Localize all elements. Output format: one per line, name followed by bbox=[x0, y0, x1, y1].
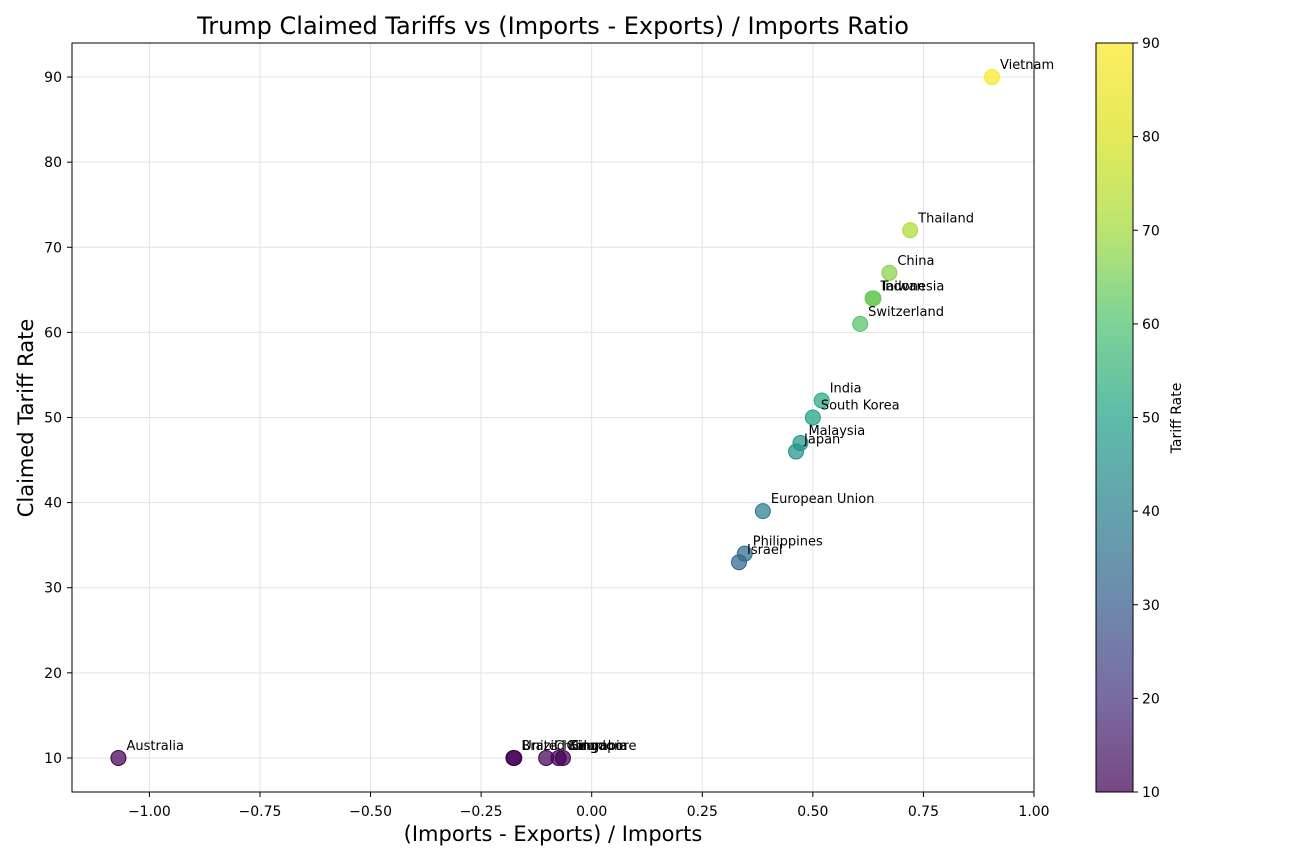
x-tick-label: −1.00 bbox=[128, 804, 171, 820]
data-point bbox=[788, 443, 805, 460]
scatter-points bbox=[110, 69, 1000, 766]
point-label: Japan bbox=[803, 433, 840, 448]
y-axis: 10 20 30 40 50 60 70 80 90 bbox=[44, 70, 72, 767]
y-tick-label: 80 bbox=[44, 155, 62, 171]
point-label: India bbox=[830, 381, 862, 396]
data-point bbox=[983, 69, 1000, 86]
colorbar-tick-label: 60 bbox=[1142, 317, 1160, 333]
y-axis-label: Claimed Tariff Rate bbox=[14, 319, 38, 518]
x-tick-label: 0.50 bbox=[797, 804, 828, 820]
point-label: Colombia bbox=[567, 739, 628, 754]
colorbar-tick-label: 70 bbox=[1142, 223, 1160, 239]
point-label: Indonesia bbox=[881, 279, 944, 294]
colorbar-tick-label: 50 bbox=[1142, 411, 1160, 427]
data-point bbox=[881, 264, 898, 281]
data-point bbox=[754, 503, 771, 520]
point-label: Thailand bbox=[917, 211, 974, 226]
point-label: South Korea bbox=[821, 399, 900, 414]
colorbar-tick-label: 90 bbox=[1142, 36, 1160, 52]
point-label: Singapore bbox=[571, 739, 637, 754]
colorbar-tick-label: 20 bbox=[1142, 691, 1160, 707]
colorbar bbox=[1095, 42, 1134, 793]
point-label: Switzerland bbox=[868, 305, 944, 320]
data-point bbox=[110, 749, 127, 766]
data-point bbox=[554, 749, 571, 766]
y-tick-label: 90 bbox=[44, 70, 62, 86]
data-point bbox=[852, 315, 869, 332]
x-tick-label: −0.50 bbox=[349, 804, 392, 820]
point-label: Australia bbox=[126, 739, 184, 754]
point-label: Brazil bbox=[521, 739, 557, 754]
colorbar-tick-label: 80 bbox=[1142, 130, 1160, 146]
x-tick-label: 1.00 bbox=[1018, 804, 1049, 820]
x-tick-label: 0.25 bbox=[687, 804, 718, 820]
colorbar-tick-label: 30 bbox=[1142, 598, 1160, 614]
point-label: Chile bbox=[554, 739, 587, 754]
point-label: United Kingdom bbox=[522, 739, 626, 754]
y-tick-label: 20 bbox=[44, 666, 62, 682]
point-label: Taiwan bbox=[880, 279, 925, 294]
grid bbox=[72, 43, 1035, 792]
x-axis: −1.00 −0.75 −0.50 −0.25 0.00 0.25 0.50 0.75 1.00 bbox=[128, 792, 1050, 820]
data-point bbox=[506, 749, 523, 766]
data-point bbox=[804, 409, 821, 426]
y-tick-label: 50 bbox=[44, 411, 62, 427]
colorbar-ticks: 10 20 30 40 50 60 70 80 90 bbox=[1133, 36, 1160, 801]
y-tick-label: 30 bbox=[44, 581, 62, 597]
chart-title: Trump Claimed Tariffs vs (Imports - Expo… bbox=[196, 12, 909, 40]
point-label: China bbox=[897, 254, 934, 269]
colorbar-tick-label: 10 bbox=[1142, 785, 1160, 801]
point-label: European Union bbox=[771, 492, 875, 507]
colorbar-tick-label: 40 bbox=[1142, 504, 1160, 520]
x-tick-label: −0.25 bbox=[460, 804, 503, 820]
y-tick-label: 10 bbox=[44, 751, 62, 767]
data-point bbox=[730, 554, 747, 571]
x-tick-label: 0.00 bbox=[576, 804, 607, 820]
data-point bbox=[902, 222, 919, 239]
x-tick-label: −0.75 bbox=[239, 804, 282, 820]
point-label: Philippines bbox=[753, 535, 823, 550]
colorbar-label: Tariff Rate bbox=[1169, 383, 1185, 455]
point-label: Vietnam bbox=[1000, 58, 1054, 73]
y-tick-label: 70 bbox=[44, 240, 62, 256]
point-label: Israel bbox=[747, 543, 783, 558]
x-axis-label: (Imports - Exports) / Imports bbox=[404, 822, 703, 846]
y-tick-label: 60 bbox=[44, 325, 62, 341]
x-tick-label: 0.75 bbox=[908, 804, 939, 820]
y-tick-label: 40 bbox=[44, 496, 62, 512]
data-point bbox=[865, 290, 882, 307]
point-label: Malaysia bbox=[808, 424, 865, 439]
data-point bbox=[813, 392, 830, 409]
